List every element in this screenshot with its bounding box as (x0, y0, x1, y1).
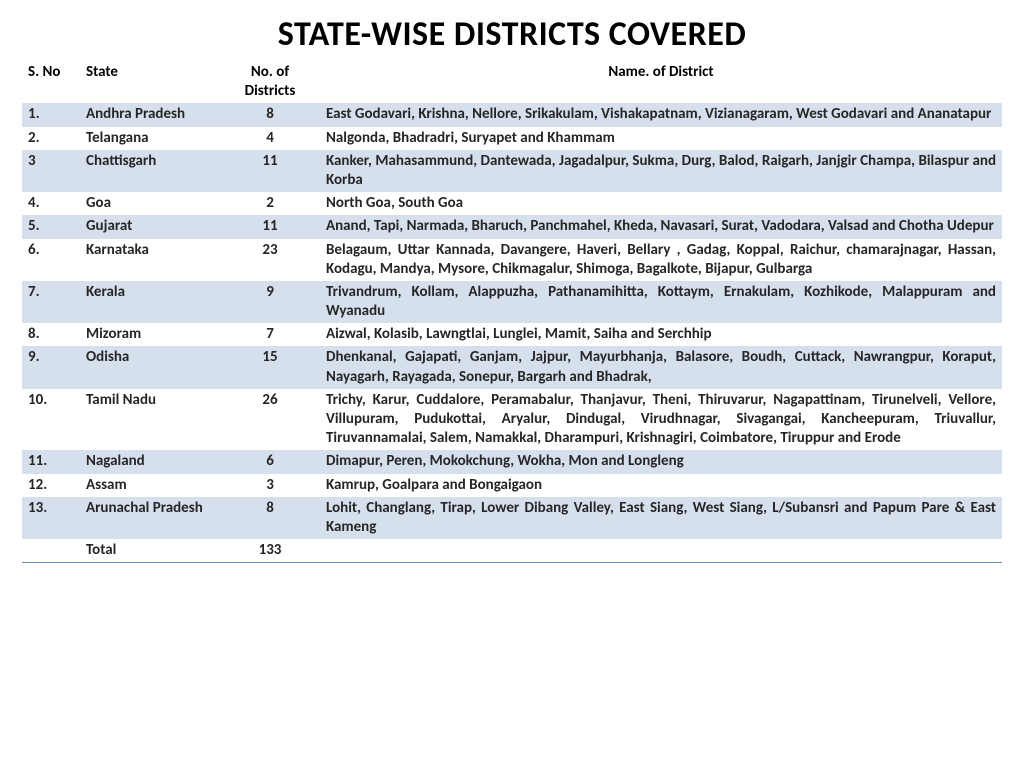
table-total-row: Total133 (22, 539, 1002, 563)
cell-state: Tamil Nadu (80, 389, 220, 451)
col-header-sno: S. No (22, 61, 80, 103)
cell-state: Odisha (80, 346, 220, 388)
table-row: 7.Kerala9Trivandrum, Kollam, Alappuzha, … (22, 281, 1002, 323)
cell-sno: 6. (22, 239, 80, 281)
cell-num: 8 (220, 103, 320, 126)
cell-state: Assam (80, 474, 220, 497)
cell-dist: Kanker, Mahasammund, Dantewada, Jagadalp… (320, 150, 1002, 192)
cell-total-blank1 (22, 539, 80, 563)
cell-dist: Belagaum, Uttar Kannada, Davangere, Have… (320, 239, 1002, 281)
table-row: 13.Arunachal Pradesh8Lohit, Changlang, T… (22, 497, 1002, 539)
cell-state: Arunachal Pradesh (80, 497, 220, 539)
cell-sno: 10. (22, 389, 80, 451)
cell-total-value: 133 (220, 539, 320, 563)
cell-num: 11 (220, 150, 320, 192)
cell-dist: Trichy, Karur, Cuddalore, Peramabalur, T… (320, 389, 1002, 451)
table-body: 1.Andhra Pradesh8East Godavari, Krishna,… (22, 103, 1002, 562)
cell-num: 9 (220, 281, 320, 323)
cell-sno: 13. (22, 497, 80, 539)
table-row: 11.Nagaland6Dimapur, Peren, Mokokchung, … (22, 450, 1002, 473)
cell-num: 2 (220, 192, 320, 215)
cell-sno: 8. (22, 323, 80, 346)
cell-total-blank2 (320, 539, 1002, 563)
table-row: 4.Goa2North Goa, South Goa (22, 192, 1002, 215)
cell-sno: 4. (22, 192, 80, 215)
cell-dist: North Goa, South Goa (320, 192, 1002, 215)
cell-total-label: Total (80, 539, 220, 563)
table-row: 1.Andhra Pradesh8East Godavari, Krishna,… (22, 103, 1002, 126)
cell-state: Andhra Pradesh (80, 103, 220, 126)
cell-num: 11 (220, 215, 320, 238)
cell-sno: 3 (22, 150, 80, 192)
cell-sno: 2. (22, 127, 80, 150)
table-row: 2.Telangana4Nalgonda, Bhadradri, Suryape… (22, 127, 1002, 150)
cell-state: Mizoram (80, 323, 220, 346)
districts-table: S. No State No. of Districts Name. of Di… (22, 61, 1002, 563)
cell-sno: 5. (22, 215, 80, 238)
cell-num: 23 (220, 239, 320, 281)
col-header-dist: Name. of District (320, 61, 1002, 103)
cell-num: 6 (220, 450, 320, 473)
cell-state: Gujarat (80, 215, 220, 238)
cell-state: Chattisgarh (80, 150, 220, 192)
cell-num: 3 (220, 474, 320, 497)
cell-dist: Kamrup, Goalpara and Bongaigaon (320, 474, 1002, 497)
cell-dist: Dhenkanal, Gajapati, Ganjam, Jajpur, May… (320, 346, 1002, 388)
table-row: 9.Odisha15Dhenkanal, Gajapati, Ganjam, J… (22, 346, 1002, 388)
table-row: 3Chattisgarh11Kanker, Mahasammund, Dante… (22, 150, 1002, 192)
cell-num: 4 (220, 127, 320, 150)
cell-dist: Aizwal, Kolasib, Lawngtlai, Lunglei, Mam… (320, 323, 1002, 346)
cell-dist: Lohit, Changlang, Tirap, Lower Dibang Va… (320, 497, 1002, 539)
col-header-num: No. of Districts (220, 61, 320, 103)
cell-state: Karnataka (80, 239, 220, 281)
cell-dist: Anand, Tapi, Narmada, Bharuch, Panchmahe… (320, 215, 1002, 238)
cell-num: 15 (220, 346, 320, 388)
cell-state: Kerala (80, 281, 220, 323)
cell-dist: Nalgonda, Bhadradri, Suryapet and Khamma… (320, 127, 1002, 150)
cell-state: Telangana (80, 127, 220, 150)
cell-sno: 1. (22, 103, 80, 126)
cell-sno: 12. (22, 474, 80, 497)
col-header-state: State (80, 61, 220, 103)
table-row: 10.Tamil Nadu26 Trichy, Karur, Cuddalore… (22, 389, 1002, 451)
cell-num: 8 (220, 497, 320, 539)
cell-sno: 11. (22, 450, 80, 473)
cell-num: 7 (220, 323, 320, 346)
cell-state: Nagaland (80, 450, 220, 473)
page-title: STATE-WISE DISTRICTS COVERED (22, 14, 1002, 55)
cell-num: 26 (220, 389, 320, 451)
table-row: 6.Karnataka23Belagaum, Uttar Kannada, Da… (22, 239, 1002, 281)
table-header-row: S. No State No. of Districts Name. of Di… (22, 61, 1002, 103)
cell-dist: Dimapur, Peren, Mokokchung, Wokha, Mon a… (320, 450, 1002, 473)
table-row: 12.Assam3Kamrup, Goalpara and Bongaigaon (22, 474, 1002, 497)
cell-state: Goa (80, 192, 220, 215)
cell-sno: 9. (22, 346, 80, 388)
cell-sno: 7. (22, 281, 80, 323)
table-row: 8.Mizoram7Aizwal, Kolasib, Lawngtlai, Lu… (22, 323, 1002, 346)
cell-dist: East Godavari, Krishna, Nellore, Srikaku… (320, 103, 1002, 126)
table-row: 5.Gujarat11Anand, Tapi, Narmada, Bharuch… (22, 215, 1002, 238)
cell-dist: Trivandrum, Kollam, Alappuzha, Pathanami… (320, 281, 1002, 323)
